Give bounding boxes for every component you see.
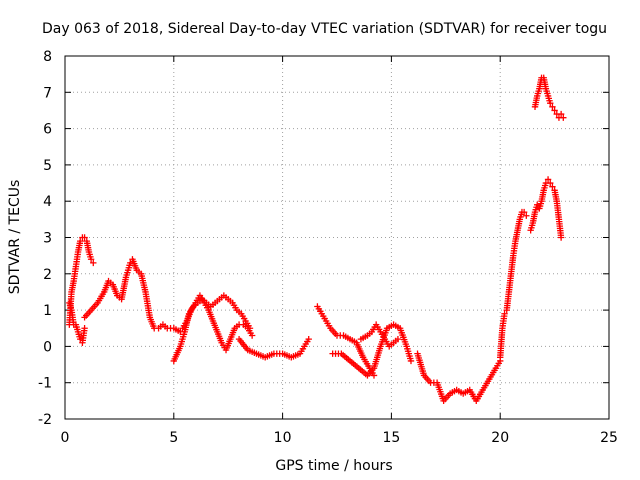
data-point [127, 259, 134, 267]
data-point [90, 259, 97, 267]
data-point [394, 335, 402, 343]
series-prn-m [531, 74, 567, 121]
series-prn-f [235, 335, 312, 361]
series-prn-a [66, 234, 97, 328]
data-point [533, 201, 541, 209]
chart-title: Day 063 of 2018, Sidereal Day-to-day VTE… [42, 21, 607, 37]
y-tick-label: 3 [43, 231, 52, 247]
data-point [560, 114, 567, 121]
data-point [77, 237, 84, 245]
series-prn-j [414, 350, 504, 405]
x-tick-label: 5 [169, 430, 178, 446]
y-tick-label: 4 [43, 194, 52, 210]
y-tick-label: -2 [38, 412, 52, 428]
series-prn-g [314, 303, 378, 379]
data-series [66, 74, 567, 405]
x-tick-label: 25 [600, 430, 618, 446]
x-tick-label: 15 [382, 430, 400, 446]
data-point [370, 372, 378, 379]
y-tick-label: -1 [38, 376, 52, 392]
y-tick-label: 1 [43, 303, 52, 319]
data-point [523, 212, 530, 219]
data-point [557, 110, 565, 118]
x-axis-title: GPS time / hours [275, 458, 392, 474]
x-tick-label: 20 [491, 430, 509, 446]
y-tick-label: 8 [43, 49, 52, 65]
data-point [547, 179, 554, 187]
series-prn-l [527, 176, 565, 241]
series-prn-e [179, 292, 256, 354]
x-tick-label: 10 [274, 430, 292, 446]
data-point [547, 99, 554, 107]
x-tick-label: 0 [61, 430, 70, 446]
series-prn-i [357, 321, 402, 350]
data-point [81, 325, 88, 332]
series-prn-b [66, 299, 88, 346]
data-point [544, 176, 552, 183]
data-point [557, 234, 565, 241]
y-tick-label: 7 [43, 85, 52, 101]
data-point [520, 208, 528, 216]
data-point [501, 310, 508, 317]
y-tick-label: 2 [43, 267, 52, 283]
data-point [81, 234, 88, 241]
data-point [549, 103, 556, 111]
series-prn-k [497, 208, 530, 361]
data-point [551, 107, 558, 114]
axis-ticks: 0 5 10 15 20 25 -2 -1 0 1 2 3 4 5 6 7 8 [38, 49, 618, 446]
y-tick-label: 5 [43, 158, 52, 174]
data-point [549, 183, 556, 190]
data-point [87, 256, 95, 263]
data-point [248, 332, 256, 339]
grid-lines [65, 56, 609, 419]
series-prn-c [81, 256, 184, 336]
data-point [407, 357, 415, 365]
y-tick-label: 0 [43, 339, 52, 355]
y-axis-title: SDTVAR / TECUs [7, 180, 23, 295]
data-point [305, 335, 312, 343]
y-tick-label: 6 [43, 122, 52, 138]
